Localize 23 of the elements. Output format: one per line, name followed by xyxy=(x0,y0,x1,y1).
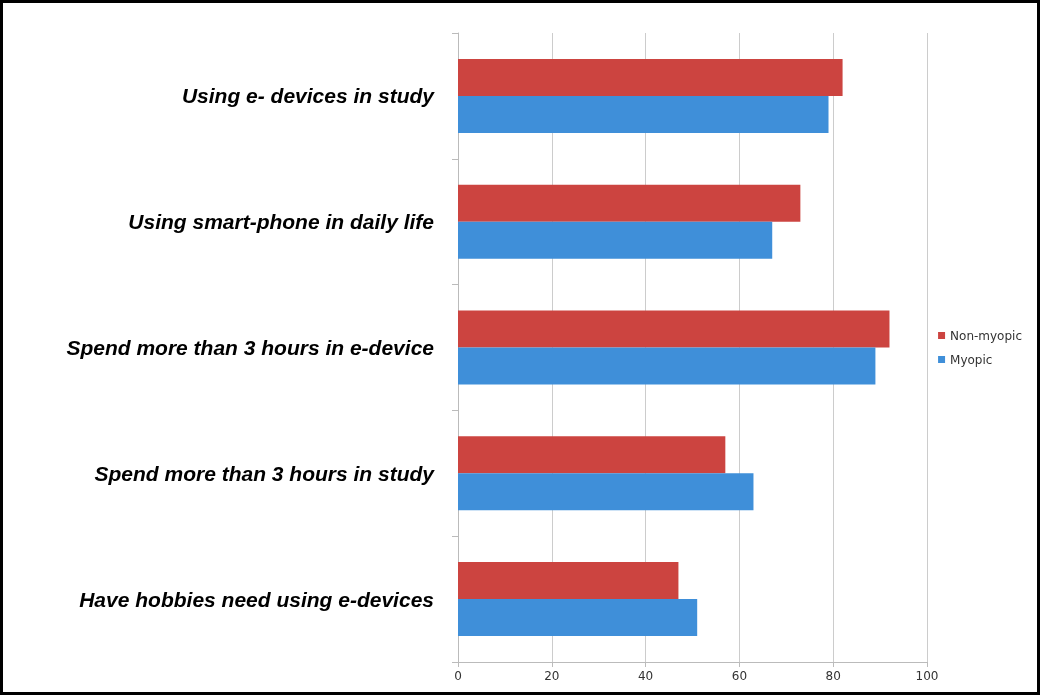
legend-label: Myopic xyxy=(950,352,993,367)
bar xyxy=(458,58,843,96)
bar xyxy=(458,310,890,348)
x-tick-label: 60 xyxy=(731,669,748,683)
x-tick-label: 100 xyxy=(915,669,939,683)
bar xyxy=(458,347,876,385)
bar xyxy=(458,221,773,259)
y-tick-label: Spend more than 3 hours in e-device xyxy=(66,336,435,359)
x-tick-label: 80 xyxy=(825,669,841,683)
y-tick-label: Using e- devices in study xyxy=(181,84,436,108)
y-tick-label: Have hobbies need using e-devices xyxy=(79,587,434,611)
bar xyxy=(458,436,726,474)
bar xyxy=(458,95,829,133)
bar xyxy=(458,473,754,511)
x-tick-label: 20 xyxy=(544,669,560,683)
legend-label: Non-myopic xyxy=(950,328,1022,343)
y-tick-label: Spend more than 3 hours in study xyxy=(94,461,436,485)
y-tick-label: Using smart-phone in daily life xyxy=(128,210,435,234)
x-tick-label: 0 xyxy=(454,669,462,683)
x-tick-label: 40 xyxy=(637,669,654,683)
bar xyxy=(458,184,801,222)
bar xyxy=(458,599,698,637)
bar xyxy=(458,562,679,600)
